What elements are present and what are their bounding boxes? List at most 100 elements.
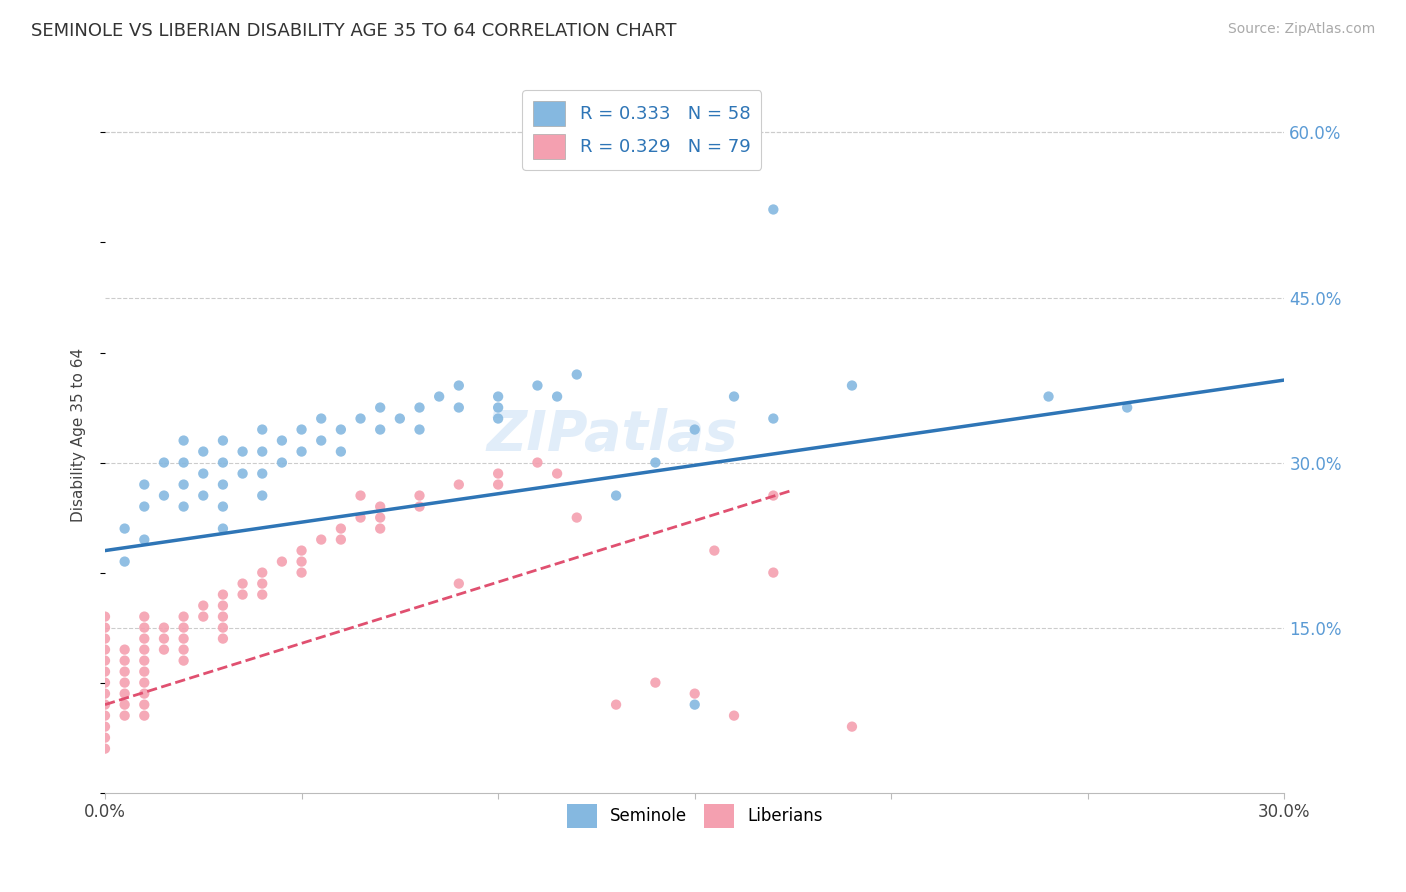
Point xyxy=(134,621,156,635)
Point xyxy=(290,423,312,437)
Point xyxy=(368,423,391,437)
Point xyxy=(173,621,195,635)
Point xyxy=(114,522,136,536)
Point xyxy=(309,434,332,448)
Point xyxy=(114,687,136,701)
Point xyxy=(368,522,391,536)
Point xyxy=(153,621,176,635)
Point xyxy=(134,642,156,657)
Point xyxy=(232,576,254,591)
Point xyxy=(173,609,195,624)
Point xyxy=(212,609,235,624)
Point xyxy=(232,588,254,602)
Point xyxy=(193,467,215,481)
Point xyxy=(232,444,254,458)
Point xyxy=(447,477,470,491)
Point xyxy=(447,401,470,415)
Point xyxy=(153,456,176,470)
Point xyxy=(94,665,117,679)
Point xyxy=(841,720,863,734)
Point xyxy=(134,665,156,679)
Point xyxy=(683,423,706,437)
Point xyxy=(565,510,588,524)
Point xyxy=(134,477,156,491)
Point xyxy=(153,489,176,503)
Point xyxy=(252,467,274,481)
Point xyxy=(290,444,312,458)
Point xyxy=(114,708,136,723)
Point xyxy=(134,500,156,514)
Point xyxy=(212,599,235,613)
Point xyxy=(329,522,352,536)
Point xyxy=(447,576,470,591)
Point xyxy=(153,642,176,657)
Point xyxy=(134,632,156,646)
Text: SEMINOLE VS LIBERIAN DISABILITY AGE 35 TO 64 CORRELATION CHART: SEMINOLE VS LIBERIAN DISABILITY AGE 35 T… xyxy=(31,22,676,40)
Point xyxy=(252,566,274,580)
Point xyxy=(94,698,117,712)
Point xyxy=(212,477,235,491)
Point xyxy=(683,687,706,701)
Text: ZIPatlas: ZIPatlas xyxy=(486,408,738,462)
Point xyxy=(447,378,470,392)
Point xyxy=(368,500,391,514)
Point xyxy=(349,411,371,425)
Point xyxy=(723,708,745,723)
Point xyxy=(252,588,274,602)
Point xyxy=(290,566,312,580)
Point xyxy=(212,588,235,602)
Point xyxy=(486,467,509,481)
Point xyxy=(271,456,294,470)
Point xyxy=(114,665,136,679)
Point xyxy=(153,632,176,646)
Point xyxy=(349,510,371,524)
Point xyxy=(368,510,391,524)
Point xyxy=(134,698,156,712)
Legend: Seminole, Liberians: Seminole, Liberians xyxy=(560,797,830,834)
Point xyxy=(644,456,666,470)
Point xyxy=(94,741,117,756)
Point xyxy=(114,654,136,668)
Point xyxy=(486,411,509,425)
Point xyxy=(546,390,568,404)
Point xyxy=(114,642,136,657)
Point xyxy=(212,632,235,646)
Point xyxy=(114,698,136,712)
Point xyxy=(605,698,627,712)
Point xyxy=(212,434,235,448)
Point xyxy=(173,632,195,646)
Point xyxy=(134,687,156,701)
Y-axis label: Disability Age 35 to 64: Disability Age 35 to 64 xyxy=(72,348,86,522)
Point xyxy=(94,642,117,657)
Point xyxy=(212,456,235,470)
Text: Source: ZipAtlas.com: Source: ZipAtlas.com xyxy=(1227,22,1375,37)
Point xyxy=(134,609,156,624)
Point xyxy=(94,675,117,690)
Point xyxy=(546,467,568,481)
Point xyxy=(368,401,391,415)
Point xyxy=(94,621,117,635)
Point xyxy=(408,500,430,514)
Point xyxy=(408,401,430,415)
Point xyxy=(1038,390,1060,404)
Point xyxy=(94,708,117,723)
Point xyxy=(486,401,509,415)
Point xyxy=(94,731,117,745)
Point xyxy=(723,390,745,404)
Point xyxy=(212,621,235,635)
Point xyxy=(605,489,627,503)
Point xyxy=(212,500,235,514)
Point xyxy=(173,500,195,514)
Point xyxy=(644,675,666,690)
Point xyxy=(193,489,215,503)
Point xyxy=(134,675,156,690)
Point xyxy=(290,555,312,569)
Point xyxy=(232,467,254,481)
Point xyxy=(193,609,215,624)
Point xyxy=(290,543,312,558)
Point xyxy=(683,698,706,712)
Point xyxy=(173,642,195,657)
Point xyxy=(212,522,235,536)
Point xyxy=(762,411,785,425)
Point xyxy=(762,489,785,503)
